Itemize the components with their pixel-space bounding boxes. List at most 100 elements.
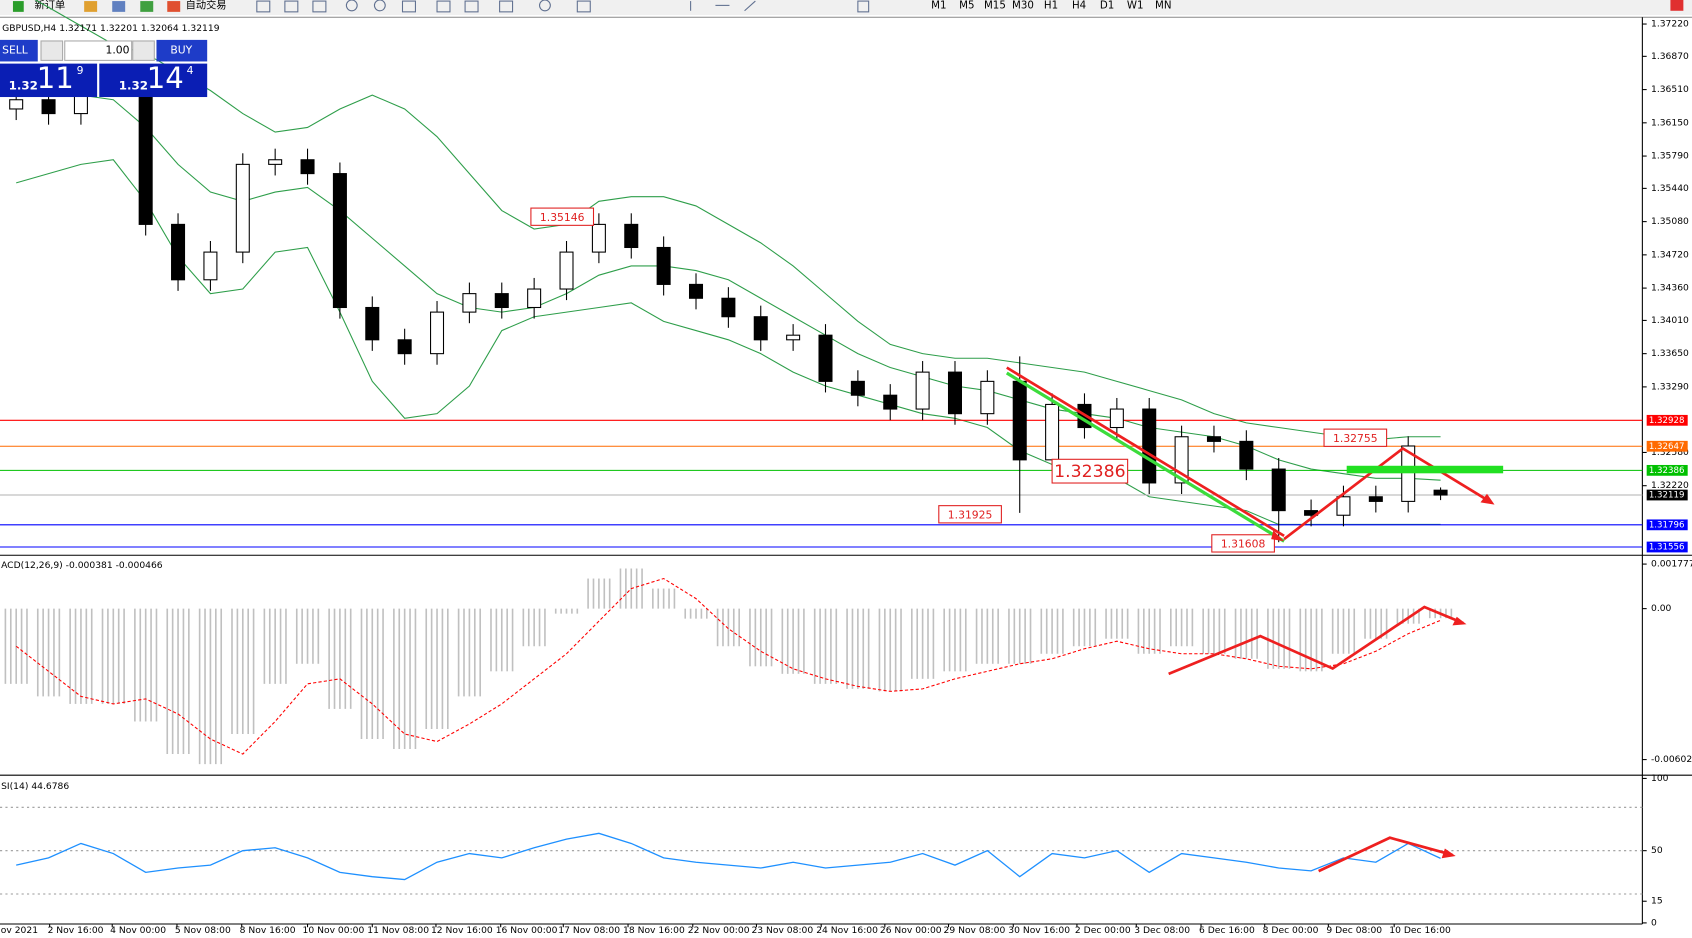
toolbar-icon[interactable] <box>539 0 551 12</box>
candle-body <box>300 159 315 175</box>
bollinger-lower <box>16 159 1441 526</box>
y-tick-label: -0.00602 <box>1651 754 1692 765</box>
sell-label[interactable]: SELL <box>2 44 28 57</box>
buy-button[interactable] <box>156 39 208 62</box>
rsi-header: SI(14) 44.6786 <box>1 780 69 791</box>
buy-label[interactable]: BUY <box>170 44 192 57</box>
x-tick-label: 29 Nov 08:00 <box>944 925 1006 936</box>
lots-down[interactable] <box>40 40 64 61</box>
timeframe-button[interactable]: H4 <box>1072 0 1086 11</box>
x-tick-label: 30 Nov 16:00 <box>1008 925 1070 936</box>
timeframe-button[interactable]: D1 <box>1100 0 1114 11</box>
timeframe-button[interactable]: W1 <box>1127 0 1144 11</box>
candle-body <box>138 80 153 225</box>
candle-body <box>850 380 865 396</box>
trend-line <box>1005 371 1285 543</box>
x-tick-label: 16 Nov 00:00 <box>496 925 558 936</box>
symbol: GBPUSD,H4 <box>2 23 56 34</box>
candle-body <box>1012 380 1027 461</box>
candle-body <box>462 293 477 313</box>
new-order-icon[interactable] <box>12 1 24 12</box>
bollinger-upper <box>34 0 1441 441</box>
x-tick-label: 26 Nov 00:00 <box>880 925 942 936</box>
candle-body <box>268 159 283 165</box>
price-level-tag <box>1646 414 1688 426</box>
timeframe-button[interactable]: MN <box>1155 0 1172 11</box>
candle-body <box>1368 496 1383 502</box>
y-tick-label: 1.35440 <box>1651 183 1689 194</box>
close: 1.32119 <box>182 23 220 34</box>
arrow-head <box>1480 493 1495 505</box>
toolbar-icon[interactable] <box>256 0 271 13</box>
sell-button[interactable] <box>0 39 38 62</box>
lots-value[interactable]: 1.00 <box>105 44 129 57</box>
toolbar-icon[interactable] <box>112 1 126 12</box>
candle-body <box>430 311 445 355</box>
candle-body <box>397 339 412 355</box>
candle-body <box>1109 408 1124 429</box>
timeframe-button[interactable]: M1 <box>931 0 946 11</box>
toolbar-icon[interactable] <box>499 0 514 13</box>
toolbar-icon[interactable] <box>84 1 98 12</box>
auto-trading-button[interactable]: 自动交易 <box>186 0 227 11</box>
macd-main: -0.000381 <box>66 559 113 570</box>
lots-input[interactable] <box>64 40 133 61</box>
one-click-trading: SELL 1.00 BUY 1.32 11 9 1.32 14 4 <box>0 39 208 98</box>
toolbar-icon[interactable] <box>284 0 299 13</box>
ask-pips: 14 <box>147 61 184 95</box>
candle-body <box>721 297 736 318</box>
alert-icon[interactable] <box>1670 0 1684 11</box>
auto-trading-icon[interactable] <box>167 1 181 12</box>
bid-pips: 11 <box>37 61 74 95</box>
y-tick-label: 1.36510 <box>1651 84 1689 95</box>
y-tick-label: 1.33650 <box>1651 348 1689 359</box>
candle-body <box>688 283 704 299</box>
toolbar-icon[interactable] <box>576 0 591 13</box>
y-tick-label: 0.001777 <box>1651 559 1692 570</box>
toolbar-icon[interactable] <box>312 0 327 13</box>
rsi-panel: 100 50 15 0 <box>0 773 1669 928</box>
x-tick-label: 22 Nov 00:00 <box>688 925 750 936</box>
candle-body <box>41 99 56 115</box>
bid-big: 1.32 <box>9 79 38 93</box>
ask-box[interactable] <box>99 63 208 98</box>
y-tick-label: 50 <box>1651 845 1663 856</box>
candle-body <box>1433 489 1448 496</box>
timeframe-button[interactable]: M5 <box>959 0 974 11</box>
price-panel: 1.37220 1.36870 1.36510 1.36150 1.35790 1.354… <box>0 0 1689 553</box>
candle-body <box>656 246 671 285</box>
candle-body <box>1142 408 1157 484</box>
timeframe-button[interactable]: H1 <box>1044 0 1058 11</box>
new-order-button[interactable]: 新订单 <box>35 0 66 11</box>
lots-up[interactable] <box>132 40 155 61</box>
zoom-in[interactable] <box>345 0 358 12</box>
candle-body <box>559 251 574 290</box>
toolbar-icon[interactable] <box>857 0 870 13</box>
rsi-arrow <box>1318 836 1453 873</box>
toolbar-icon[interactable] <box>401 0 416 13</box>
annotation-label: 1.31608 <box>1221 537 1266 550</box>
bollinger-middle <box>16 85 1441 481</box>
y-tick-label: 1.36870 <box>1651 51 1689 62</box>
rsi-title: SI(14) <box>1 780 28 791</box>
toolbar-icon[interactable] <box>464 0 479 13</box>
x-tick-label: 6 Dec 16:00 <box>1199 925 1255 936</box>
arrow-head <box>1441 848 1456 859</box>
open: 1.32171 <box>59 23 97 34</box>
candle-body <box>235 163 250 253</box>
trend-line <box>1006 366 1285 537</box>
zigzag-arrow <box>1283 446 1492 541</box>
x-tick-label: 8 Nov 16:00 <box>240 925 296 936</box>
x-tick-label: 9 Dec 08:00 <box>1326 925 1382 936</box>
timeframe-button[interactable]: M15 <box>984 0 1006 11</box>
bid-box[interactable] <box>0 63 98 98</box>
toolbar-icon[interactable] <box>140 1 154 12</box>
zoom-out[interactable] <box>373 0 386 12</box>
high: 1.32201 <box>100 23 138 34</box>
candle-body <box>947 371 963 415</box>
toolbar-icon[interactable] <box>744 0 756 12</box>
toolbar-icon[interactable] <box>436 0 451 13</box>
timeframe-button[interactable]: M30 <box>1012 0 1034 11</box>
